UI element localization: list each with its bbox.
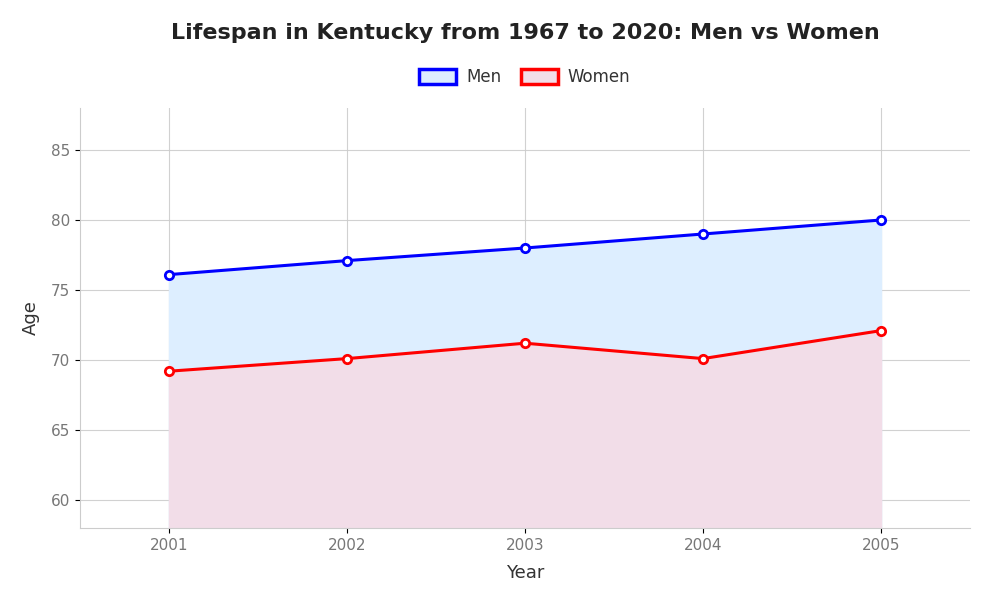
Y-axis label: Age: Age xyxy=(22,301,40,335)
Legend: Men, Women: Men, Women xyxy=(413,62,637,93)
X-axis label: Year: Year xyxy=(506,564,544,582)
Title: Lifespan in Kentucky from 1967 to 2020: Men vs Women: Lifespan in Kentucky from 1967 to 2020: … xyxy=(171,23,879,43)
